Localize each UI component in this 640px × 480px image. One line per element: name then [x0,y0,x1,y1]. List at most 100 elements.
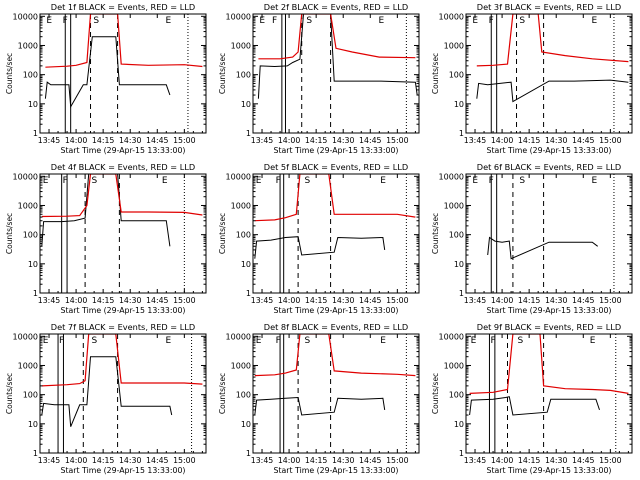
x-tick-label: 14:15 [518,296,541,305]
lld-series-line [469,334,629,394]
x-tick-label: 14:15 [305,296,328,305]
y-axis-label: Counts/sec [431,213,440,254]
marker-label: F [63,16,68,26]
marker-label: S [305,336,311,346]
plot-frame [39,173,207,294]
y-tick-label: 10 [28,420,38,429]
x-tick-label: 15:00 [386,136,409,145]
marker-label: E [256,336,262,346]
x-tick-label: 15:00 [599,296,622,305]
x-axis-label: Start Time (29-Apr-15 13:33:00) [487,146,612,155]
events-series-line [257,14,418,99]
x-tick-label: 14:45 [572,296,595,305]
plot-frame [252,13,420,134]
marker-label: E [256,176,262,186]
x-tick-label: 14:30 [332,456,355,465]
marker-label: F [490,336,495,346]
x-tick-label: 14:00 [65,296,88,305]
y-tick-label: 1 [33,449,38,458]
y-tick-label: 100 [23,231,38,240]
x-tick-label: 14:45 [359,456,382,465]
y-tick-label: 1000 [231,201,251,210]
x-tick-label: 14:30 [545,296,568,305]
x-axis-label: Start Time (29-Apr-15 13:33:00) [487,306,612,315]
y-tick-label: 1000 [231,361,251,370]
y-axis-label: Counts/sec [5,373,14,414]
events-series-line [41,356,173,427]
marker-label: E [162,176,168,186]
x-axis-label: Start Time (29-Apr-15 13:33:00) [487,466,612,475]
y-tick-label: 10000 [226,12,251,21]
marker-label: S [519,16,525,26]
x-tick-label: 14:30 [119,456,142,465]
y-tick-label: 10000 [13,172,38,181]
y-tick-label: 100 [449,391,464,400]
marker-label: E [43,176,49,186]
marker-label: S [519,176,525,186]
x-tick-label: 13:45 [464,456,487,465]
y-axis-label: Counts/sec [431,373,440,414]
y-tick-label: 1 [459,449,464,458]
plot-area [469,334,629,453]
y-tick-label: 1 [33,129,38,138]
marker-label: E [166,16,172,26]
y-tick-label: 10 [454,420,464,429]
x-tick-label: 14:45 [572,136,595,145]
lld-series-line [45,14,203,68]
y-tick-label: 1000 [444,41,464,50]
chart-det-6: Det 6f BLACK = Events, RED = LLD E F S E 1 10 1… [431,162,633,315]
marker-label: F [489,16,494,26]
x-tick-label: 15:00 [386,296,409,305]
y-tick-label: 1000 [444,201,464,210]
marker-label: E [592,176,598,186]
x-tick-label: 14:00 [278,296,301,305]
y-tick-label: 10 [241,260,251,269]
x-tick-label: 15:00 [599,136,622,145]
y-axis-label: Counts/sec [218,213,227,254]
y-axis-label: Counts/sec [5,213,14,254]
marker-label: E [380,336,386,346]
x-tick-label: 14:00 [278,456,301,465]
marker-label: S [518,336,524,346]
x-tick-label: 14:30 [119,296,142,305]
marker-label: E [379,16,385,26]
x-tick-label: 13:45 [251,296,274,305]
y-tick-label: 10 [454,100,464,109]
chart-det-3: Det 3f BLACK = Events, RED = LLD E F S E 1 10 1… [431,2,633,155]
y-tick-label: 10000 [226,172,251,181]
y-tick-label: 10000 [226,332,251,341]
x-tick-label: 14:15 [92,296,115,305]
x-tick-label: 14:45 [146,136,169,145]
x-tick-label: 13:45 [38,296,61,305]
x-tick-label: 14:00 [491,136,514,145]
x-tick-label: 14:30 [119,136,142,145]
marker-label: E [380,176,386,186]
chart-title: Det 7f BLACK = Events, RED = LLD [51,322,195,332]
x-tick-label: 13:45 [251,456,274,465]
y-tick-label: 10 [241,420,251,429]
marker-label: F [489,176,494,186]
lld-series-line [258,14,416,60]
x-tick-label: 14:15 [92,136,115,145]
chart-det-1: Det 1f BLACK = Events, RED = LLD E F S E 1 10 1… [5,2,207,155]
marker-label: E [166,336,172,346]
plot-area [487,174,615,293]
plot-area [44,14,203,133]
y-axis-label: Counts/sec [431,53,440,94]
x-tick-label: 15:00 [173,456,196,465]
chart-title: Det 1f BLACK = Events, RED = LLD [51,2,195,12]
y-tick-label: 10 [28,100,38,109]
marker-label: S [306,16,312,26]
x-tick-label: 14:45 [359,136,382,145]
y-tick-label: 10 [28,260,38,269]
x-axis-label: Start Time (29-Apr-15 13:33:00) [61,466,186,475]
chart-title: Det 3f BLACK = Events, RED = LLD [477,2,621,12]
chart-title: Det 8f BLACK = Events, RED = LLD [264,322,408,332]
x-tick-label: 13:45 [38,456,61,465]
marker-label: F [63,176,68,186]
x-axis-label: Start Time (29-Apr-15 13:33:00) [61,146,186,155]
